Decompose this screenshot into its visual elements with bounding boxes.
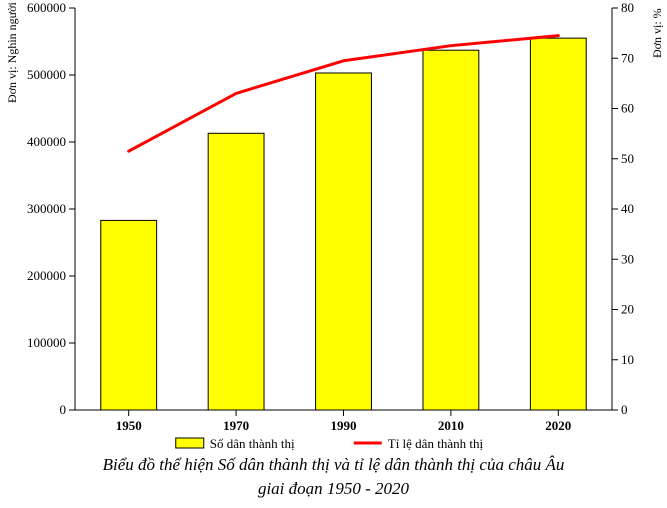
svg-text:500000: 500000 — [27, 67, 66, 82]
bar — [316, 73, 372, 410]
x-tick-label: 1990 — [331, 418, 357, 433]
left-axis-title: Đơn vị: Nghìn người — [5, 1, 19, 103]
x-tick-label: 2010 — [438, 418, 464, 433]
combo-chart: 0 100000 200000 300000 400000 500000 600000 0 10… — [0, 0, 667, 508]
svg-text:80: 80 — [621, 0, 634, 15]
legend-line-label: Tỉ lệ dân thành thị — [388, 436, 484, 451]
svg-text:40: 40 — [621, 201, 634, 216]
bar — [208, 133, 264, 410]
x-tick-label: 2020 — [545, 418, 571, 433]
svg-text:0: 0 — [621, 402, 628, 417]
legend-bar-label: Số dân thành thị — [210, 436, 295, 451]
svg-text:200000: 200000 — [27, 268, 66, 283]
x-tick-label: 1950 — [116, 418, 142, 433]
svg-text:100000: 100000 — [27, 335, 66, 350]
svg-text:60: 60 — [621, 101, 634, 116]
svg-text:50: 50 — [621, 151, 634, 166]
bar — [530, 38, 586, 410]
bar — [101, 220, 157, 410]
svg-text:300000: 300000 — [27, 201, 66, 216]
caption-line-1: Biểu đồ thể hiện Số dân thành thị và tỉ … — [103, 455, 565, 474]
legend-bar-swatch — [176, 438, 204, 448]
svg-text:400000: 400000 — [27, 134, 66, 149]
right-axis-title: Đơn vị: % — [650, 8, 664, 58]
svg-text:600000: 600000 — [27, 0, 66, 15]
svg-text:0: 0 — [60, 402, 67, 417]
bar — [423, 50, 479, 410]
svg-text:10: 10 — [621, 352, 634, 367]
caption-line-2: giai đoạn 1950 - 2020 — [258, 479, 410, 498]
x-tick-label: 1970 — [223, 418, 249, 433]
svg-text:30: 30 — [621, 251, 634, 266]
svg-text:20: 20 — [621, 302, 634, 317]
svg-text:70: 70 — [621, 50, 634, 65]
chart-container: 0 100000 200000 300000 400000 500000 600000 0 10… — [0, 0, 667, 508]
